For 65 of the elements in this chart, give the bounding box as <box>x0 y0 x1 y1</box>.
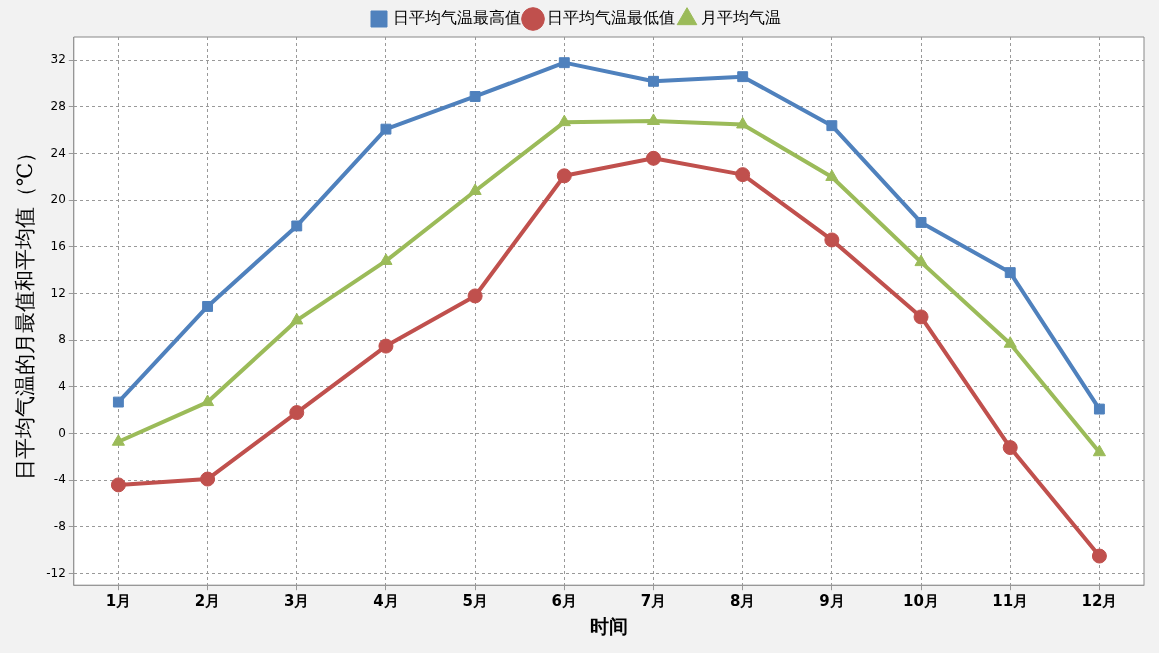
point <box>290 312 304 325</box>
point <box>915 217 927 228</box>
legend-label: 日平均气温最低值 <box>547 8 675 28</box>
point <box>913 309 929 325</box>
x-tick-label: 9月 <box>819 592 845 611</box>
point <box>646 113 661 125</box>
point <box>379 253 393 265</box>
x-tick-label: 1月 <box>105 592 132 611</box>
point <box>467 288 483 304</box>
y-tick-label: 20 <box>50 192 66 207</box>
point <box>824 232 840 248</box>
point <box>556 168 572 184</box>
y-tick-label: 0 <box>58 425 66 440</box>
y-tick-label: 16 <box>50 239 66 254</box>
point <box>111 434 125 446</box>
point <box>468 183 482 195</box>
point <box>1004 267 1016 279</box>
point <box>291 220 303 232</box>
x-tick-label: 11月 <box>992 592 1029 611</box>
y-tick-label: -8 <box>53 519 66 534</box>
x-tick-label: 6月 <box>551 592 578 611</box>
x-tick-label: 2月 <box>194 592 221 611</box>
point <box>112 396 124 408</box>
x-tick-label: 7月 <box>640 592 667 611</box>
point <box>289 405 305 421</box>
point <box>648 75 659 87</box>
point <box>914 254 928 267</box>
point <box>1003 336 1017 348</box>
point <box>1002 440 1018 456</box>
point <box>736 116 750 129</box>
x-axis-title: 时间 <box>589 614 628 637</box>
x-tick-label: 8月 <box>729 592 756 611</box>
y-tick-label: 28 <box>50 99 66 114</box>
point <box>558 57 570 69</box>
point <box>1092 444 1106 457</box>
point <box>735 167 751 183</box>
y-tick-label: -4 <box>53 472 66 487</box>
y-tick-label: 12 <box>50 285 66 300</box>
point <box>201 394 215 407</box>
y-tick-label: 24 <box>50 145 66 160</box>
point <box>110 477 126 493</box>
x-tick-label: 12月 <box>1081 592 1118 611</box>
point <box>557 114 571 127</box>
point <box>737 71 749 83</box>
point <box>378 338 394 354</box>
y-tick-label: 32 <box>50 52 66 67</box>
legend-label: 月平均气温 <box>701 8 781 28</box>
y-tick-label: -12 <box>46 565 66 580</box>
point <box>469 91 481 102</box>
point <box>826 120 838 132</box>
x-tick-label: 5月 <box>462 592 488 611</box>
x-tick-label: 4月 <box>373 592 399 611</box>
point <box>825 169 839 181</box>
y-tick-label: 4 <box>58 379 66 394</box>
y-tick-label: 8 <box>58 332 66 347</box>
point <box>1091 548 1107 564</box>
legend-label: 日平均气温最高值 <box>393 8 521 28</box>
point <box>200 471 216 487</box>
point <box>380 123 392 135</box>
point <box>202 300 214 312</box>
point <box>645 150 661 166</box>
x-tick-label: 3月 <box>284 592 310 611</box>
point <box>1093 403 1105 415</box>
x-tick-label: 10月 <box>903 592 939 611</box>
y-axis-title: 日平均气温的月最值和平均值（℃） <box>13 141 38 481</box>
